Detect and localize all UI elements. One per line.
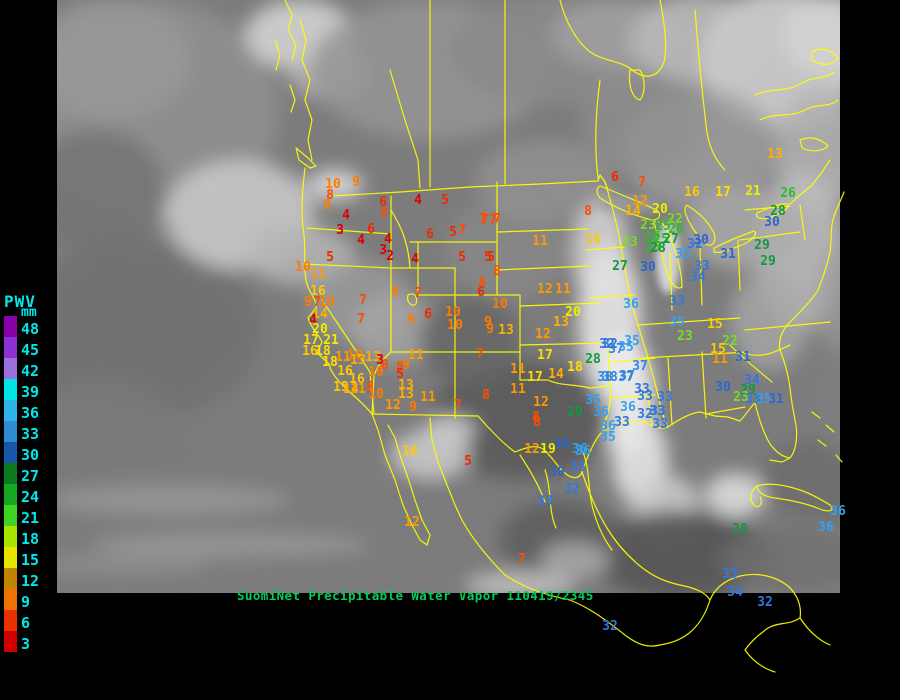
- pwv-legend-row: 6: [4, 610, 56, 632]
- map-borders: [274, 0, 845, 673]
- pwv-legend-swatch: [4, 400, 17, 421]
- pwv-legend-row: 48: [4, 316, 56, 338]
- pwv-legend-rows: 48 45 42 39 36 33 30 27 24 21 18 15 12 9 6 3: [4, 316, 56, 653]
- pwv-legend-value: 42: [21, 362, 40, 380]
- pwv-legend-value: 27: [21, 467, 40, 485]
- pwv-legend-row: 42: [4, 358, 56, 380]
- pwv-legend-value: 9: [21, 593, 31, 611]
- pwv-legend-swatch: [4, 505, 17, 526]
- pwv-legend-row: 27: [4, 463, 56, 485]
- pwv-legend-swatch: [4, 589, 17, 610]
- pwv-legend-swatch: [4, 421, 17, 442]
- pwv-legend-row: 45: [4, 337, 56, 359]
- pwv-legend-swatch: [4, 568, 17, 589]
- pwv-legend-row: 9: [4, 589, 56, 611]
- pwv-legend-swatch: [4, 316, 17, 337]
- pwv-legend-value: 30: [21, 446, 40, 464]
- pwv-legend-swatch: [4, 442, 17, 463]
- satellite-imagery: [57, 0, 840, 593]
- pwv-legend-row: 30: [4, 442, 56, 464]
- pwv-legend-row: 21: [4, 505, 56, 527]
- pwv-legend-value: 21: [21, 509, 40, 527]
- pwv-legend-value: 6: [21, 614, 31, 632]
- pwv-legend-swatch: [4, 463, 17, 484]
- pwv-legend-unit: mm: [21, 305, 37, 320]
- lake-michigan-cloud: [656, 222, 680, 294]
- pwv-legend-value: 12: [21, 572, 40, 590]
- pwv-legend-swatch: [4, 547, 17, 568]
- pwv-legend-swatch: [4, 526, 17, 547]
- pwv-legend-title: PWV: [4, 292, 36, 311]
- pwv-legend-value: 36: [21, 404, 40, 422]
- pwv-legend-row: 39: [4, 379, 56, 401]
- pwv-legend-row: 24: [4, 484, 56, 506]
- image-caption: SuomiNet Precipitable Water Vapor 110419…: [237, 588, 594, 603]
- pwv-legend-value: 39: [21, 383, 40, 401]
- pwv-legend-row: 18: [4, 526, 56, 548]
- pwv-legend-value: 45: [21, 341, 40, 359]
- pwv-legend-swatch: [4, 610, 17, 631]
- pwv-legend-value: 24: [21, 488, 40, 506]
- pwv-legend-value: 15: [21, 551, 40, 569]
- pwv-legend-row: 33: [4, 421, 56, 443]
- pwv-legend-swatch: [4, 379, 17, 400]
- pwv-legend-row: 12: [4, 568, 56, 590]
- pwv-legend-value: 33: [21, 425, 40, 443]
- pwv-legend-value: 48: [21, 320, 40, 338]
- pwv-legend-row: 15: [4, 547, 56, 569]
- pwv-legend-value: 18: [21, 530, 40, 548]
- pwv-legend-row: 3: [4, 631, 56, 653]
- pwv-legend-swatch: [4, 358, 17, 379]
- pwv-legend-swatch: [4, 484, 17, 505]
- pwv-legend-row: 36: [4, 400, 56, 422]
- pwv-legend-value: 3: [21, 635, 31, 653]
- pwv-legend-swatch: [4, 337, 17, 358]
- pwv-legend-swatch: [4, 631, 17, 652]
